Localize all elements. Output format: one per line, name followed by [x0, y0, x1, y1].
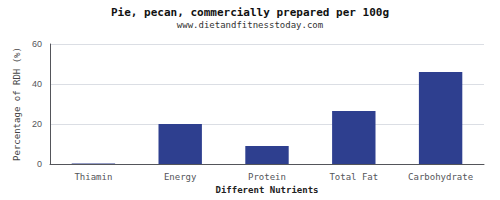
svg-text:Percentage of RDH (%): Percentage of RDH (%)	[12, 47, 22, 161]
svg-text:60: 60	[32, 39, 42, 49]
svg-text:Pie, pecan, commercially prepa: Pie, pecan, commercially prepared per 10…	[111, 6, 389, 19]
svg-text:Carbohydrate: Carbohydrate	[408, 172, 473, 182]
svg-text:Energy: Energy	[164, 172, 197, 182]
svg-text:Total Fat: Total Fat	[329, 172, 378, 182]
svg-text:Different Nutrients: Different Nutrients	[216, 185, 319, 195]
svg-text:Thiamin: Thiamin	[74, 172, 112, 182]
svg-text:0: 0	[37, 159, 42, 169]
svg-text:Protein: Protein	[248, 172, 286, 182]
svg-text:20: 20	[32, 119, 42, 129]
svg-text:40: 40	[32, 79, 42, 89]
svg-text:www.dietandfitnesstoday.com: www.dietandfitnesstoday.com	[177, 20, 323, 30]
